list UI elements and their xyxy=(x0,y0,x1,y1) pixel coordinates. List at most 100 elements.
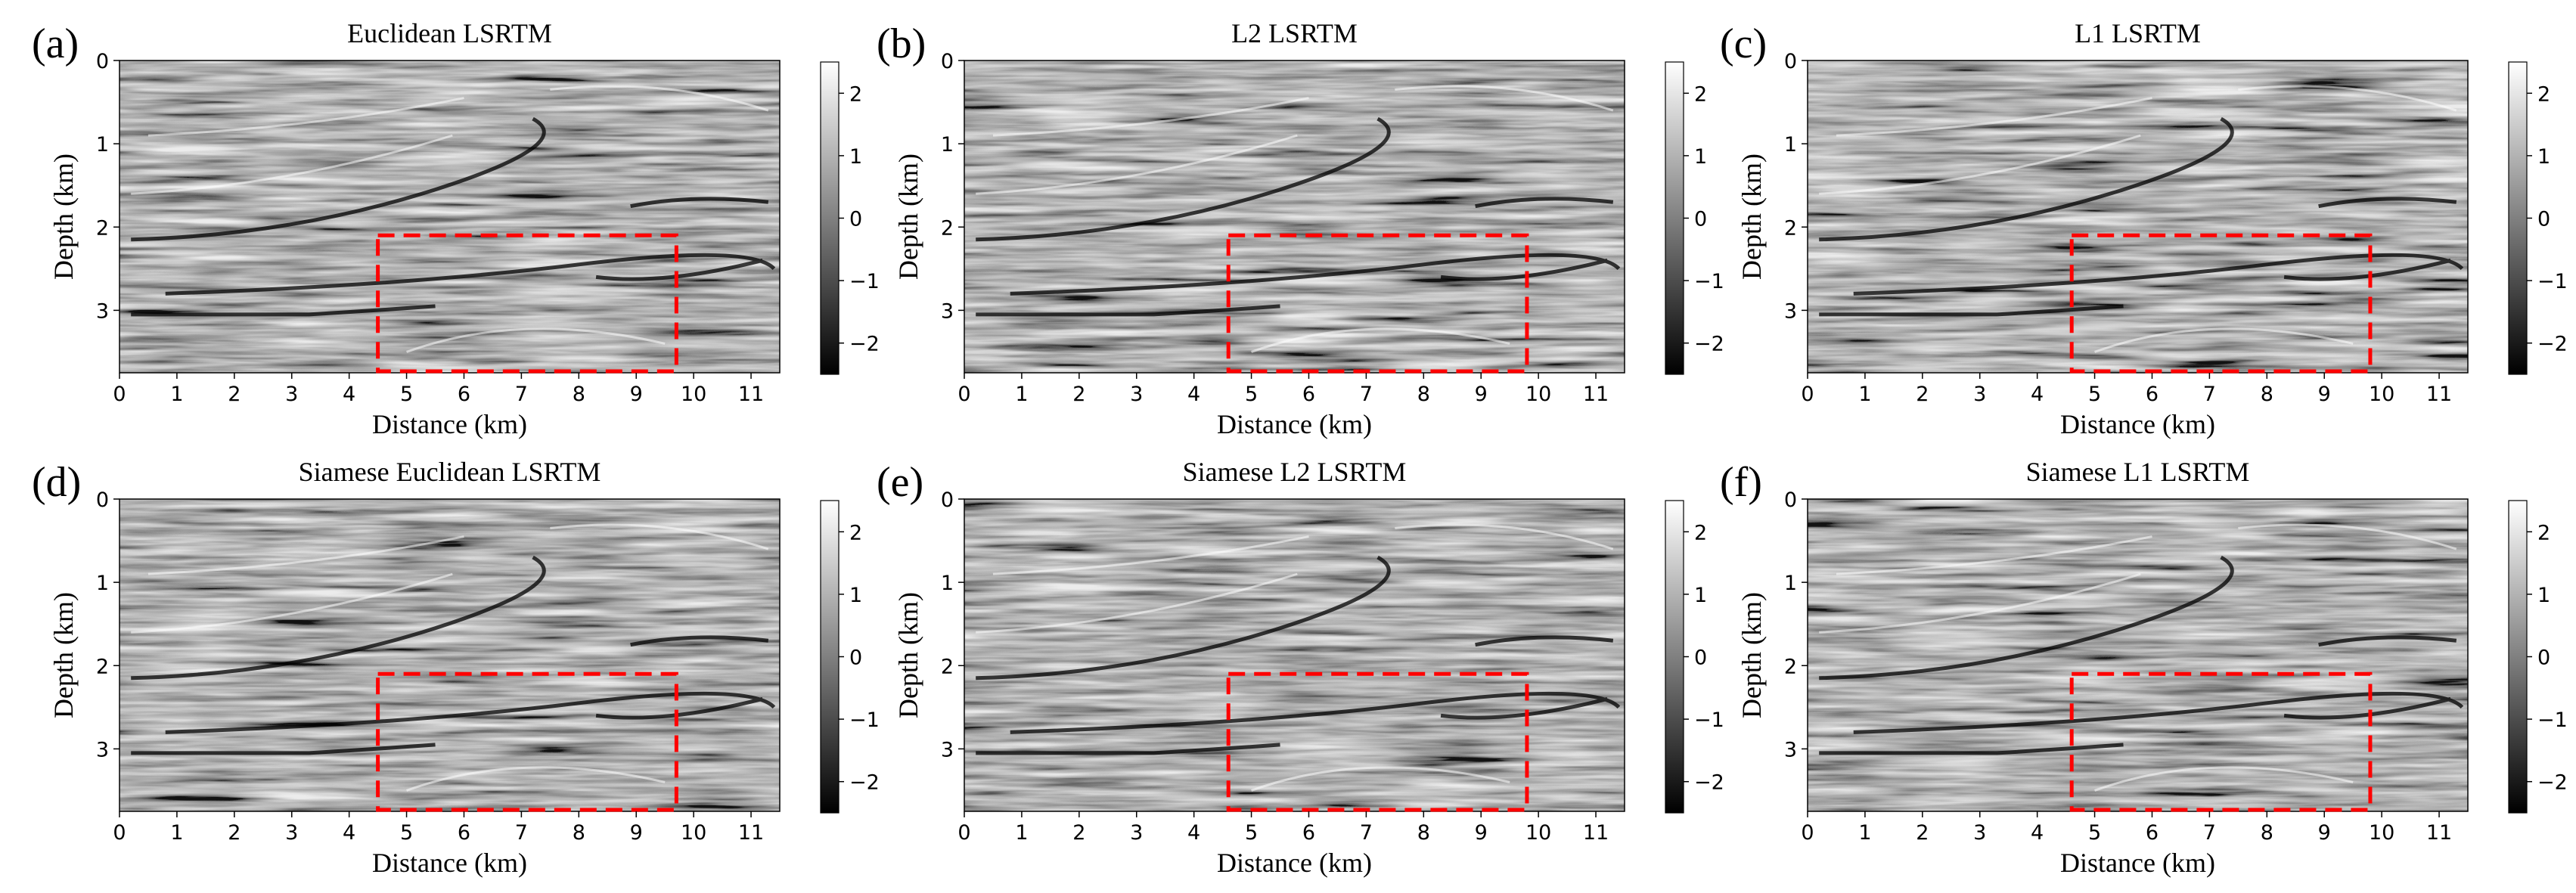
reflector xyxy=(630,197,769,209)
reflector xyxy=(406,327,666,353)
x-tick-label: 1 xyxy=(1858,821,1871,845)
reflector xyxy=(595,258,763,281)
reflector-group xyxy=(976,116,1621,317)
x-tick-label: 3 xyxy=(1973,383,1986,406)
y-tick-label: 1 xyxy=(1784,133,1797,157)
y-tick-label: 0 xyxy=(96,50,109,73)
y-axis-label: Depth (km) xyxy=(1736,153,1767,280)
panel-title: L2 LSRTM xyxy=(1231,18,1358,48)
x-tick-label: 10 xyxy=(681,383,706,406)
colorbar-tick-label: 0 xyxy=(849,208,862,231)
x-tick-label: 3 xyxy=(285,821,298,845)
colorbar xyxy=(820,61,840,375)
x-tick-label: 9 xyxy=(2318,821,2331,845)
y-tick-label: 3 xyxy=(1784,299,1797,323)
colorbar-tick-label: 1 xyxy=(849,145,862,169)
x-axis-label: Distance (km) xyxy=(2060,848,2215,878)
colorbar-tick-label: 0 xyxy=(2537,208,2550,231)
x-tick-label: 2 xyxy=(1916,821,1929,845)
x-tick-label: 0 xyxy=(113,383,126,406)
y-tick-label: 3 xyxy=(1784,738,1797,761)
y-tick-label: 1 xyxy=(1784,572,1797,595)
y-tick-label: 0 xyxy=(941,50,954,73)
reflector xyxy=(630,635,769,647)
x-tick-label: 8 xyxy=(2261,821,2273,845)
x-tick-label: 8 xyxy=(1417,383,1430,406)
reflector-group xyxy=(976,555,1621,755)
colorbar-tick-label: −2 xyxy=(849,333,880,356)
y-tick-label: 3 xyxy=(941,738,954,761)
x-tick-label: 1 xyxy=(1015,821,1028,845)
reflector-group-light xyxy=(976,523,1614,792)
x-tick-label: 8 xyxy=(1417,821,1430,845)
x-axis-label: Distance (km) xyxy=(372,848,527,878)
colorbar-tick-label: −2 xyxy=(1694,333,1724,356)
colorbar-tick-label: −1 xyxy=(2537,709,2568,732)
reflector xyxy=(1251,766,1510,792)
colorbar-tick-label: 2 xyxy=(2537,521,2550,544)
x-tick-label: 5 xyxy=(1245,821,1258,845)
colorbar-tick-label: −2 xyxy=(2537,333,2568,356)
x-tick-label: 10 xyxy=(1525,383,1551,406)
colorbar-tick-label: 2 xyxy=(2537,82,2550,106)
plot-frame xyxy=(964,498,1625,812)
colorbar xyxy=(820,500,840,814)
y-tick-label: 1 xyxy=(941,133,954,157)
x-tick-label: 4 xyxy=(343,821,355,845)
colorbar-tick-label: −1 xyxy=(2537,270,2568,293)
colorbar-tick-label: 2 xyxy=(849,521,862,544)
x-tick-label: 10 xyxy=(681,821,706,845)
x-tick-label: 10 xyxy=(1525,821,1551,845)
x-tick-label: 6 xyxy=(458,821,470,845)
seismic-image xyxy=(1808,60,2468,373)
y-tick-label: 0 xyxy=(1784,488,1797,512)
reflector xyxy=(1440,258,1608,281)
reflector-group xyxy=(131,555,776,755)
x-tick-label: 7 xyxy=(2203,821,2216,845)
reflector-group-light xyxy=(1819,523,2457,792)
reflector xyxy=(595,696,763,720)
x-tick-label: 11 xyxy=(1583,383,1609,406)
reflector xyxy=(1819,743,2124,755)
highlight-box xyxy=(1226,671,1529,812)
y-tick-label: 3 xyxy=(96,738,109,761)
reflector xyxy=(1395,523,1614,550)
x-tick-label: 7 xyxy=(1360,821,1373,845)
y-axis-label: Depth (km) xyxy=(1736,592,1767,718)
x-tick-label: 0 xyxy=(1801,383,1814,406)
colorbar-tick-label: −1 xyxy=(849,270,880,293)
reflector-group-light xyxy=(131,85,769,353)
reflector xyxy=(1010,253,1621,296)
reflector xyxy=(2094,766,2354,792)
colorbar-tick-label: −2 xyxy=(2537,771,2568,795)
x-tick-label: 2 xyxy=(228,383,241,406)
seismic-image xyxy=(119,499,780,811)
x-axis-label: Distance (km) xyxy=(1217,409,1372,439)
highlight-box xyxy=(2069,233,2373,374)
colorbar xyxy=(1665,500,1684,814)
colorbar-tick-label: 2 xyxy=(1694,521,1707,544)
reflector xyxy=(165,691,776,734)
colorbar-tick-label: 1 xyxy=(2537,145,2550,169)
reflector xyxy=(992,97,1309,137)
x-tick-label: 3 xyxy=(1973,821,1986,845)
reflector xyxy=(131,743,436,755)
reflector xyxy=(976,572,1298,634)
y-tick-label: 2 xyxy=(96,655,109,678)
seismic-image xyxy=(119,60,780,373)
panel-title: Siamese L1 LSRTM xyxy=(2026,457,2250,487)
x-tick-label: 4 xyxy=(343,383,355,406)
reflector xyxy=(976,555,1391,681)
colorbar-tick-label: 1 xyxy=(849,584,862,607)
reflector xyxy=(131,555,546,681)
x-tick-label: 10 xyxy=(2369,383,2394,406)
y-tick-label: 2 xyxy=(941,655,954,678)
colorbar-tick-label: 0 xyxy=(2537,646,2550,670)
